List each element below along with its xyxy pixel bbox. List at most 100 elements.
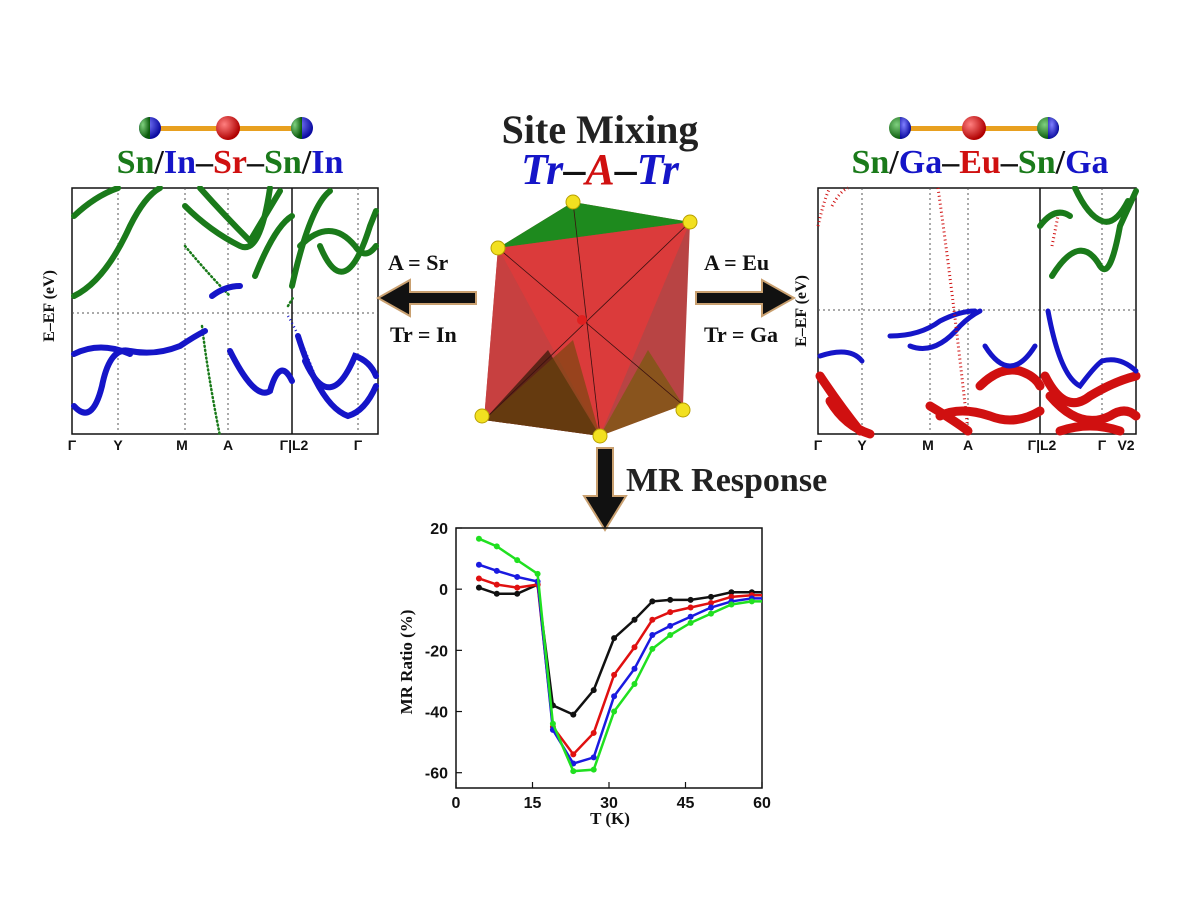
- data-point: [708, 610, 714, 617]
- data-point: [631, 665, 638, 672]
- data-point: [687, 604, 694, 611]
- figure-title: Site Mixing: [501, 107, 699, 152]
- right-condition-tr: Tr = Ga: [704, 322, 779, 347]
- polyhedron-bottom-face: [484, 340, 600, 436]
- left-chain-segment: –: [196, 144, 213, 181]
- data-point: [514, 557, 521, 564]
- left-chain-segment: /: [154, 144, 164, 181]
- right-ylabel: E–EF (eV): [793, 275, 810, 347]
- data-point: [549, 720, 556, 727]
- chart-ylabel: MR Ratio (%): [397, 610, 416, 715]
- vertex-atom: [490, 240, 506, 256]
- data-point: [708, 599, 714, 606]
- data-point: [570, 711, 577, 718]
- left-chain-segment: Sn: [264, 144, 302, 181]
- right-chain-segment: Ga: [1065, 144, 1109, 181]
- data-point: [493, 567, 500, 574]
- kpoint-a: A: [223, 437, 233, 453]
- left-ylabel: E–EF (eV): [41, 270, 58, 342]
- data-point: [611, 671, 618, 678]
- data-point: [611, 708, 618, 715]
- data-point: [590, 754, 597, 761]
- series-4: [475, 535, 762, 775]
- series-2: [475, 575, 762, 758]
- eu-atom: [962, 116, 986, 140]
- left-blue-dotted: [286, 315, 317, 377]
- data-point: [687, 613, 694, 620]
- right-atom-chain: [889, 116, 1059, 140]
- left-green-dotted: [183, 244, 296, 438]
- right-chain-segment: Sn: [1017, 144, 1056, 181]
- x-tick-label: 60: [753, 795, 771, 812]
- right-band-structure: E–EF (eV) Γ Y M A Γ|L2 Γ V2: [793, 186, 1141, 453]
- formula-a: A: [585, 145, 615, 194]
- data-point: [728, 601, 735, 608]
- kpoint-m: M: [176, 437, 188, 453]
- down-arrow: [582, 447, 628, 532]
- kpoint-a: A: [963, 437, 973, 453]
- mr-ratio-chart: MR Ratio (%) T (K) 0 15 30 45 60 20 0 -20 -40 -60: [397, 522, 771, 828]
- formula-dash-2: –: [614, 145, 637, 194]
- right-chain-segment: –: [942, 144, 960, 181]
- data-point: [493, 543, 500, 550]
- sn-ga-atom: [1037, 117, 1059, 139]
- data-point: [475, 561, 482, 568]
- data-point: [708, 604, 714, 611]
- formula-dash-1: –: [563, 145, 586, 194]
- data-point: [611, 635, 618, 642]
- data-point: [590, 729, 597, 736]
- data-point: [667, 632, 674, 639]
- vertex-atom: [682, 214, 698, 230]
- y-tick-label: -40: [425, 705, 448, 722]
- y-tick-label: -60: [425, 766, 448, 783]
- data-point: [649, 632, 656, 639]
- kpoint-y: Y: [113, 437, 123, 453]
- right-kpoint-labels: Γ Y M A Γ|L2 Γ V2: [814, 437, 1135, 453]
- data-point: [649, 645, 656, 652]
- vertex-atom: [675, 402, 691, 418]
- right-blue-bands: [817, 308, 1139, 390]
- data-point: [728, 593, 735, 600]
- kpoint-gamma: Γ: [68, 437, 77, 453]
- y-tick-label: -20: [425, 643, 448, 660]
- polyhedron-diagram: [474, 194, 698, 444]
- left-atom-chain: [139, 116, 313, 140]
- vertex-atoms: [474, 194, 698, 444]
- left-chain-segment: /: [301, 144, 312, 181]
- chart-series: [475, 535, 762, 775]
- data-point: [649, 616, 656, 623]
- data-point: [728, 589, 735, 596]
- data-point: [475, 584, 482, 591]
- vertex-atom: [474, 408, 490, 424]
- data-point: [631, 681, 638, 687]
- data-point: [708, 593, 714, 600]
- left-green-bands: [71, 186, 379, 299]
- left-chain-segment: Sr: [213, 144, 247, 181]
- left-kpoint-labels: Γ Y M A Γ|L2 Γ: [68, 437, 363, 453]
- kpoint-m: M: [922, 437, 934, 453]
- right-condition-a: A = Eu: [704, 250, 770, 275]
- chart-ticks: 0 15 30 45 60 20 0 -20 -40 -60: [425, 522, 771, 812]
- data-point: [590, 687, 597, 694]
- kpoint-y: Y: [857, 437, 867, 453]
- kpoint-gamma: Γ: [814, 437, 823, 453]
- kpoint-gamma-end: Γ: [354, 437, 363, 453]
- data-point: [649, 598, 656, 605]
- data-point: [667, 609, 674, 616]
- polyhedron-top-face: [498, 202, 690, 248]
- x-tick-label: 45: [677, 795, 695, 812]
- data-point: [748, 598, 755, 605]
- left-arrow: [376, 278, 477, 318]
- right-red-dotted: [816, 186, 1060, 432]
- y-tick-label: 20: [430, 522, 448, 538]
- formula-tr-right: Tr: [636, 145, 680, 194]
- series-1: [475, 581, 762, 718]
- right-chain-segment: –: [1000, 144, 1018, 181]
- data-point: [687, 596, 694, 603]
- x-tick-label: 30: [600, 795, 618, 812]
- right-chain-segment: /: [1055, 144, 1066, 181]
- series-line: [478, 577, 762, 757]
- right-chain-segment: Ga: [898, 144, 943, 181]
- sn-in-atom: [291, 117, 313, 139]
- left-chain-segment: –: [247, 144, 264, 181]
